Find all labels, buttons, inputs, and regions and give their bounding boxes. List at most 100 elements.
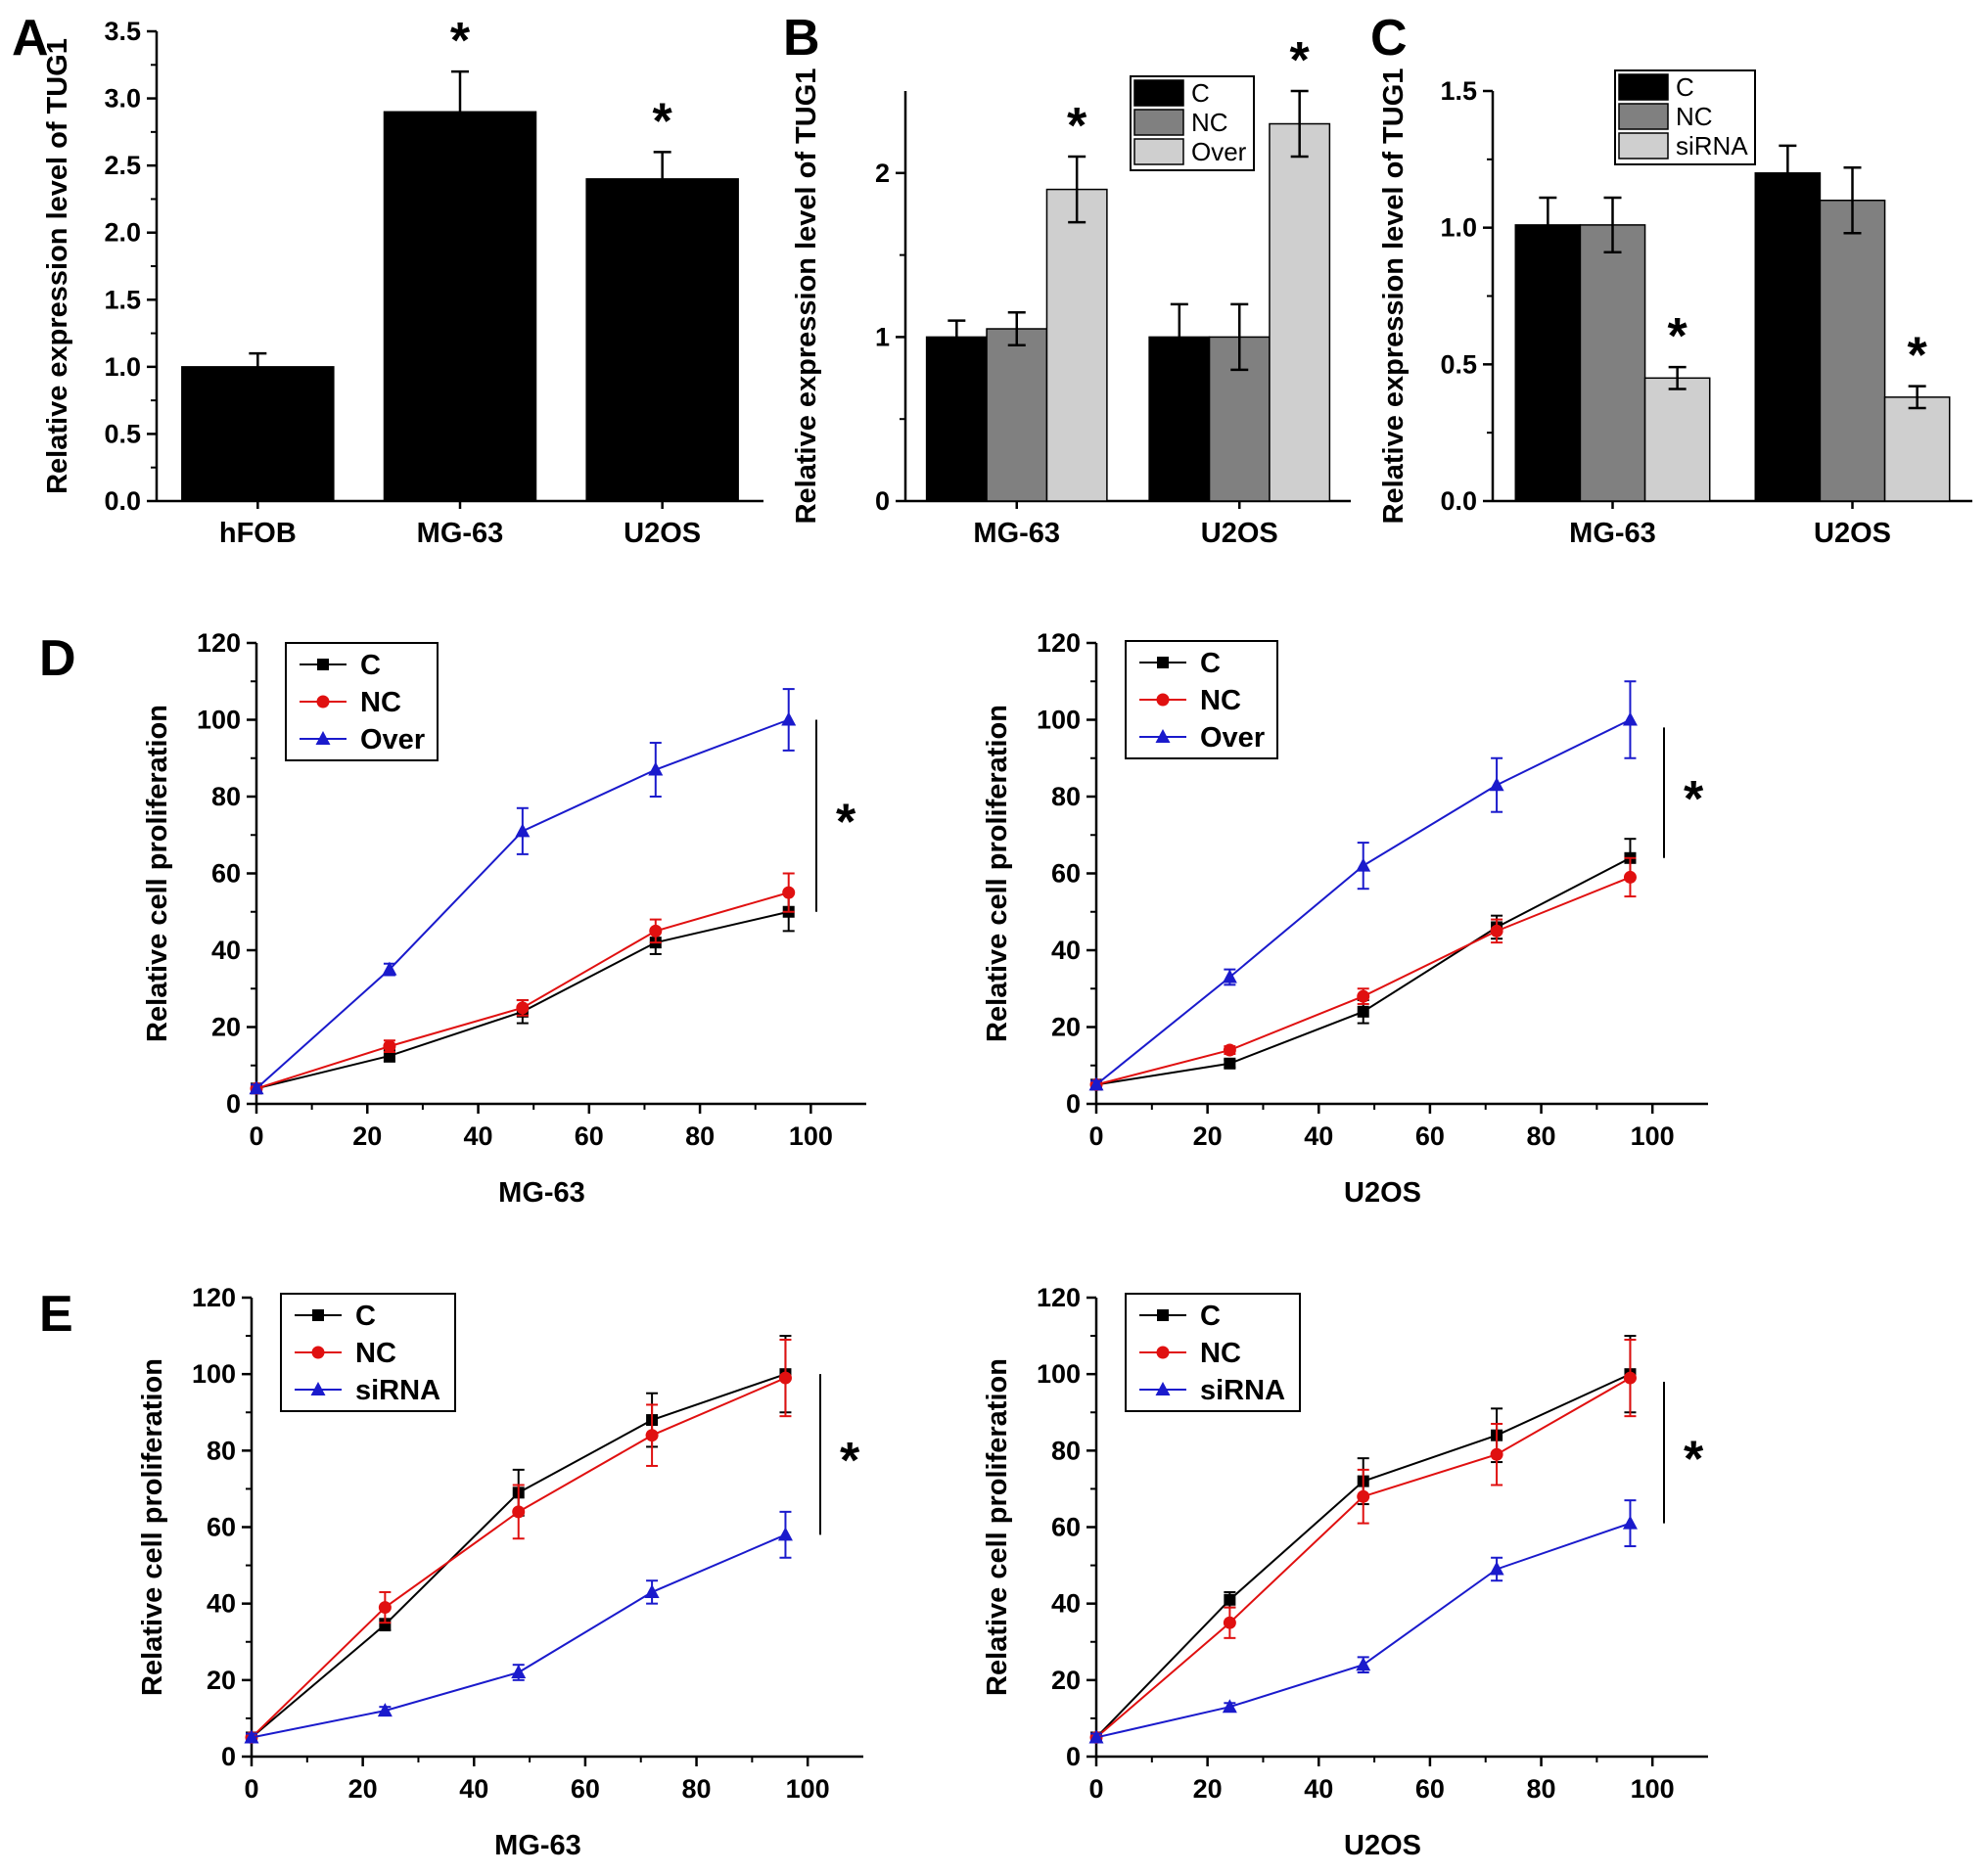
panel-letter-e: E [39,1286,73,1343]
data-point-circle [1490,924,1503,938]
data-point-triangle [1155,1382,1171,1395]
series-line [1095,876,1631,1086]
y-tick-label: 0 [1066,1742,1081,1771]
category-label: U2OS [624,518,701,549]
x-axis-title: MG-63 [494,1830,581,1861]
data-point-square [379,1619,392,1631]
legend-label: siRNA [1200,1375,1285,1406]
x-tick-label: 0 [1088,1774,1103,1804]
legend-label: NC [1676,102,1713,131]
legend-label: NC [1191,108,1228,137]
data-point-square [317,659,329,670]
data-point-triangle [1356,1657,1371,1671]
chart-panel-e-right: 0 20 40 60 80 100 120 Relative cell proliferati… [982,1283,1708,1861]
legend-swatch [1133,109,1184,136]
data-point-circle [1357,989,1370,1003]
y-tick-label: 20 [1051,1013,1081,1042]
bar [1883,396,1951,502]
data-point-circle [512,1505,526,1519]
series-line [251,1373,786,1739]
bar [925,336,988,502]
data-point-square [1157,1309,1169,1321]
data-point-triangle [1489,1561,1504,1576]
legend-swatch [1618,132,1669,160]
data-point-circle [1223,1043,1236,1057]
significance-star: * [450,13,471,69]
legend-label: C [1200,1301,1221,1332]
series-line [255,718,790,1090]
x-tick-label: 80 [1527,1774,1556,1804]
data-point-circle [1623,870,1637,884]
significance-star: * [1684,1431,1704,1487]
data-point-triangle [1622,1515,1638,1530]
data-point-square [312,1309,324,1321]
y-tick-label: 2.0 [104,218,141,248]
data-point-triangle [377,1703,393,1717]
series-line [1095,1377,1631,1739]
significance-star: * [836,795,856,851]
y-tick-label: 2 [875,159,890,188]
significance-star: * [1668,308,1688,365]
chart-panel-d-right: 0 20 40 60 80 100 120 Relative cell proliferati… [982,628,1708,1209]
y-tick-label: 20 [211,1013,241,1042]
data-point-triangle [382,961,397,976]
y-axis-title: Relative expression level of TUG1 [791,69,822,525]
legend-label: C [355,1301,376,1332]
y-tick-label: 1.5 [104,285,141,314]
y-tick-label: 0.0 [1440,486,1477,516]
data-point-circle [778,1371,792,1385]
x-tick-label: 100 [786,1774,830,1804]
data-point-triangle [1622,711,1638,726]
legend-swatch [1133,138,1184,165]
significance-star: * [653,93,673,150]
data-point-triangle [644,1583,660,1598]
legend-swatch [1133,79,1184,107]
data-point-circle [1623,1371,1637,1385]
data-point-triangle [1356,857,1371,872]
data-point-triangle [315,731,331,745]
category-label: U2OS [1814,518,1891,549]
x-tick-label: 40 [1304,1121,1333,1151]
legend-label: NC [360,687,401,718]
y-tick-label: 80 [1051,782,1081,811]
legend-label: Over [1200,722,1265,754]
series-line [251,1377,786,1739]
category-label: MG-63 [1569,518,1656,549]
category-label: hFOB [219,518,297,549]
data-point-circle [1156,693,1170,707]
data-point-triangle [249,1080,264,1095]
x-tick-label: 20 [1193,1774,1223,1804]
y-tick-label: 3.0 [104,84,141,114]
y-tick-label: 100 [197,706,241,735]
legend-label: C [1191,78,1210,108]
chart-panel-d-left: 0 20 40 60 80 100 120 Relative cell proliferati… [142,628,866,1209]
x-axis-title: U2OS [1344,1830,1421,1861]
data-point-triangle [515,823,531,838]
x-tick-label: 60 [1415,1121,1445,1151]
legend-label: siRNA [355,1375,440,1406]
x-axis-title: MG-63 [498,1177,585,1209]
data-point-square [1224,1593,1236,1606]
y-tick-label: 1.0 [104,352,141,382]
x-tick-label: 100 [1631,1774,1675,1804]
x-tick-label: 0 [244,1774,258,1804]
data-point-circle [383,1039,396,1053]
data-point-triangle [777,1527,793,1541]
y-tick-label: 80 [1051,1436,1081,1465]
y-tick-label: 40 [207,1589,236,1619]
data-point-circle [1223,1616,1236,1629]
x-tick-label: 20 [1193,1121,1223,1151]
x-tick-label: 40 [1304,1774,1333,1804]
bar [1754,172,1822,502]
data-point-square [1157,657,1169,668]
data-point-circle [1357,1489,1370,1503]
legend-swatch [1618,103,1669,130]
x-axis-title: U2OS [1344,1177,1421,1209]
category-label: MG-63 [973,518,1060,549]
legend-label: C [1676,72,1694,102]
x-tick-label: 60 [571,1774,600,1804]
series-line [1095,1522,1631,1739]
data-point-circle [1156,1346,1170,1359]
y-tick-label: 100 [1037,1359,1081,1389]
panel-letter-b: B [783,10,820,67]
